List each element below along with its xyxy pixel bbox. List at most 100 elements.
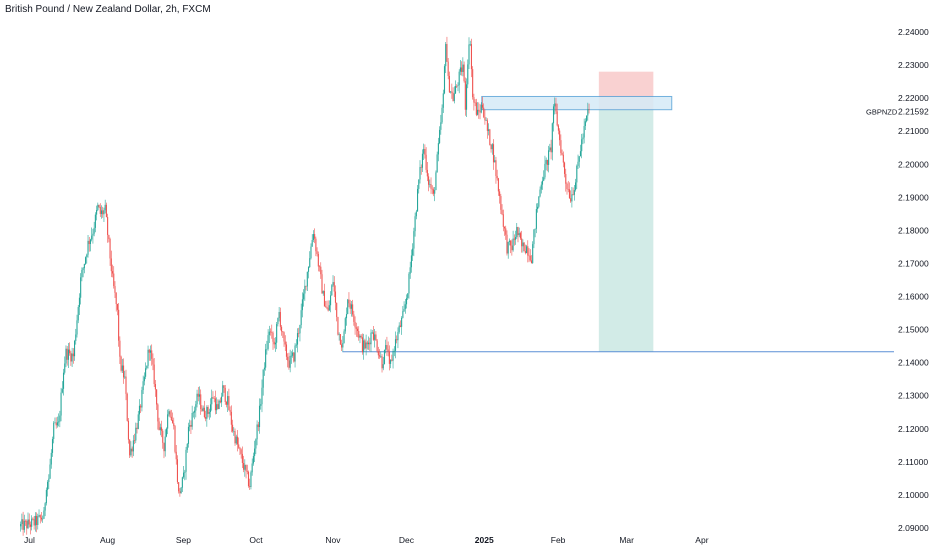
candle-body	[116, 304, 118, 310]
candle-body	[55, 422, 57, 426]
candle-body	[396, 339, 398, 341]
candle-body	[103, 210, 105, 215]
candle-body	[560, 140, 562, 153]
candle-body	[23, 520, 25, 530]
candle-body	[364, 340, 366, 349]
candle-body	[501, 209, 503, 215]
candle-body	[72, 353, 74, 357]
candle-body	[219, 400, 221, 403]
candle-body	[120, 356, 122, 371]
candle-body	[265, 349, 267, 368]
candle-body	[256, 424, 258, 440]
candle-body	[508, 240, 510, 242]
candle-body	[492, 144, 495, 163]
candle-body	[230, 411, 232, 425]
candle-body	[541, 180, 544, 185]
candle-body	[27, 519, 29, 529]
candle-body	[279, 312, 281, 327]
candle-body	[382, 364, 384, 369]
candle-body	[109, 238, 111, 259]
y-tick-label: 2.15000	[898, 325, 929, 335]
candle-body	[314, 234, 316, 239]
candle-body	[512, 238, 514, 251]
candle-body	[430, 184, 432, 189]
x-tick-label: Mar	[619, 535, 634, 545]
candle-body	[571, 194, 573, 202]
candle-body	[33, 519, 35, 526]
candle-body	[157, 404, 159, 422]
candle-body	[437, 143, 439, 155]
candle-body	[423, 148, 425, 154]
candle-body	[486, 120, 488, 131]
candle-body	[284, 341, 286, 345]
candle-body	[86, 254, 88, 258]
candle-body	[198, 394, 201, 397]
candle-body	[140, 405, 142, 408]
candle-body	[334, 291, 337, 303]
candle-body	[235, 436, 237, 444]
candle-body	[567, 189, 569, 190]
candle-body	[61, 388, 63, 393]
candle-body	[91, 235, 93, 240]
candle-body	[288, 360, 290, 368]
candle-body	[25, 520, 27, 522]
candle-body	[67, 349, 69, 360]
candle-body	[40, 517, 43, 520]
candle-body	[135, 427, 137, 441]
candle-body	[147, 349, 149, 366]
candle-body	[267, 335, 269, 349]
candle-body	[192, 412, 194, 414]
candle-body	[49, 464, 51, 479]
candle-body	[529, 255, 531, 261]
candle-body	[181, 477, 183, 488]
candle-body	[240, 449, 242, 454]
candle-body	[412, 248, 414, 256]
candle-body	[390, 359, 392, 364]
candle-body	[39, 515, 41, 518]
candle-body	[71, 353, 73, 362]
candle-body	[287, 356, 289, 361]
candle-body	[502, 214, 504, 227]
candle-body	[483, 107, 485, 117]
candle-body	[246, 471, 248, 472]
candle-body	[217, 404, 219, 410]
candle-body	[115, 292, 117, 305]
candle-body	[97, 204, 99, 211]
candle-body	[431, 188, 433, 190]
candle-body	[304, 285, 306, 294]
candle-body	[136, 427, 138, 429]
candle-body	[584, 121, 586, 127]
y-tick-label: 2.20000	[898, 159, 929, 169]
candle-body	[517, 227, 519, 236]
candle-body	[197, 393, 199, 397]
candle-body	[224, 387, 226, 403]
candle-body	[403, 308, 405, 312]
candle-body	[556, 111, 558, 126]
candle-body	[352, 304, 354, 315]
candle-body	[462, 64, 464, 72]
candle-body	[123, 365, 125, 378]
candle-body	[225, 402, 227, 405]
candle-body	[168, 411, 170, 415]
candle-body	[111, 271, 114, 274]
candle-body	[479, 111, 481, 113]
candle-body	[191, 413, 193, 427]
candle-body	[104, 204, 106, 211]
candle-body	[227, 396, 229, 405]
candle-body	[510, 240, 512, 246]
candle-body	[29, 524, 31, 527]
candle-body	[234, 431, 236, 444]
candle-body	[176, 459, 178, 483]
candle-body	[93, 227, 95, 234]
candle-body	[239, 447, 241, 450]
candle-body	[196, 393, 198, 405]
candle-body	[162, 430, 164, 443]
candle-body	[129, 439, 131, 456]
candle-body	[119, 340, 121, 357]
candle-body	[543, 177, 545, 181]
candle-body	[270, 331, 272, 333]
candle-body	[513, 238, 515, 240]
candle-body	[350, 304, 352, 309]
candle-body	[244, 464, 246, 470]
